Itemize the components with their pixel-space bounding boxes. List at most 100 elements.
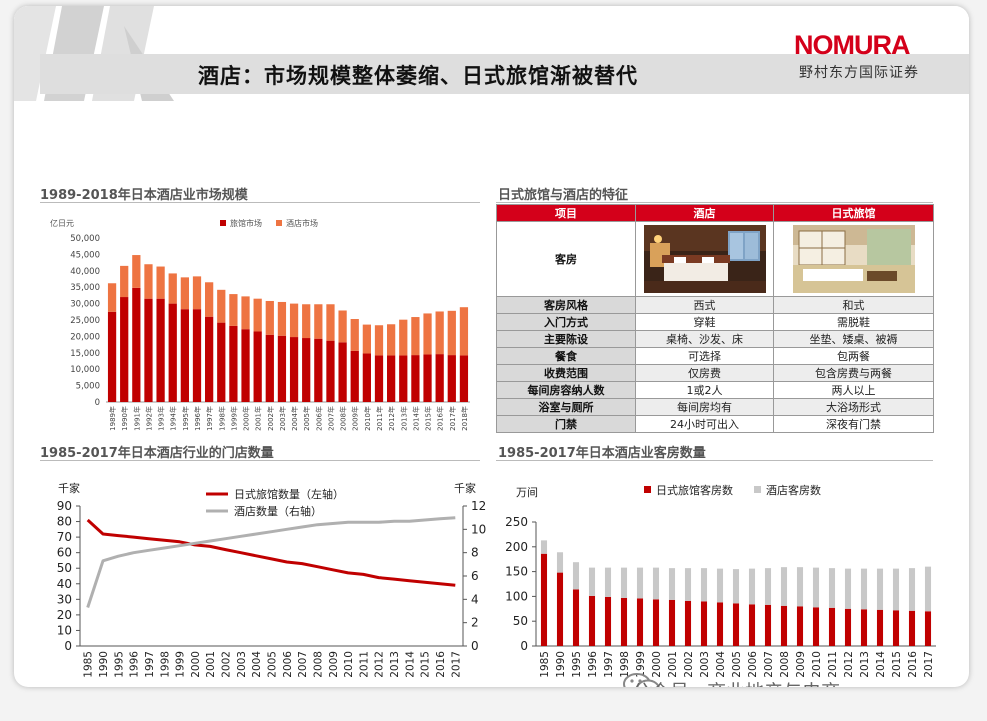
bar [447, 355, 456, 402]
bar [636, 598, 644, 646]
x-tick-label: 1992年 [144, 406, 153, 431]
bar [265, 334, 274, 402]
bar [556, 552, 564, 573]
bar [362, 353, 371, 402]
bar [217, 289, 226, 323]
legend-label: 酒店客房数 [766, 483, 821, 497]
bar [572, 589, 580, 646]
x-tick-label: 2006 [282, 651, 294, 678]
table-row-label: 浴室与厕所 [496, 398, 636, 416]
x-tick-label: 2007 [297, 651, 309, 678]
bar [588, 567, 596, 596]
table-row: 入门方式 穿鞋 需脱鞋 [496, 313, 934, 331]
right-tick-label: 2 [471, 616, 479, 630]
table-row: 主要陈设 桌椅、沙发、床 坐垫、矮桌、被褥 [496, 330, 934, 348]
x-tick-label: 1995 [113, 651, 125, 678]
bar [253, 331, 262, 402]
table-cell-hotel: 每间房均有 [635, 398, 774, 416]
bar [540, 553, 548, 646]
unit-label: 亿日元 [50, 218, 74, 228]
bar [192, 276, 202, 310]
table-cell-ryokan: 包含房费与两餐 [773, 364, 934, 382]
left-tick-label: 30 [57, 592, 72, 606]
legend-swatch [220, 220, 226, 226]
bar [120, 265, 129, 298]
bar [684, 600, 692, 646]
x-tick-label: 2007年 [326, 406, 335, 431]
table-header-ryokan: 日式旅馆 [773, 204, 934, 222]
x-tick-label: 2005 [267, 651, 279, 678]
bar [350, 319, 359, 351]
x-tick-label: 2014 [875, 651, 887, 678]
bar [876, 609, 884, 646]
bar [732, 603, 740, 646]
bar [780, 567, 788, 606]
bar [860, 568, 868, 610]
bar [860, 609, 868, 646]
bar [107, 311, 117, 402]
x-tick-label: 2005年 [302, 406, 311, 431]
bar [620, 597, 628, 646]
bar [326, 304, 335, 341]
bar [459, 307, 469, 356]
store-count-title: 1985-2017年日本酒店行业的门店数量 [40, 446, 274, 461]
table-row-label: 每间房容纳人数 [496, 381, 636, 399]
bar [241, 296, 250, 330]
bar [604, 596, 612, 646]
bar [908, 610, 916, 646]
bar [350, 350, 359, 402]
bar [423, 313, 432, 355]
bar [700, 568, 708, 602]
wechat-icon [623, 673, 660, 687]
y-tick-label: 30,000 [70, 300, 100, 310]
x-tick-label: 2014 [404, 651, 416, 678]
table-cell-ryokan: 大浴场形式 [773, 398, 934, 416]
bar [668, 568, 676, 600]
x-tick-label: 1997 [603, 651, 615, 678]
x-tick-label: 2016 [435, 651, 447, 678]
x-tick-label: 2011年 [375, 406, 384, 431]
bar [120, 297, 129, 402]
x-tick-label: 2008 [312, 651, 324, 678]
left-tick-label: 80 [57, 515, 72, 529]
x-tick-label: 1999年 [229, 406, 238, 431]
table-header-hotel: 酒店 [635, 204, 774, 222]
y-tick-label: 150 [505, 565, 528, 579]
x-tick-label: 2010年 [363, 406, 372, 431]
unit-label: 万间 [516, 486, 538, 499]
x-tick-label: 2003年 [278, 406, 287, 431]
bar [132, 255, 141, 288]
divider [40, 460, 480, 461]
room-count-chart: 万间 日式旅馆客房数 酒店客房数 0 50 100 150 200 250 1985 1990 199… [505, 483, 936, 678]
y-tick-label: 25,000 [70, 316, 100, 326]
x-tick-label: 2009年 [351, 406, 360, 431]
page-title: 酒店：市场规模整体萎缩、日式旅馆渐被替代 [198, 63, 638, 88]
x-tick-label: 1991年 [132, 406, 141, 431]
bar [556, 572, 564, 646]
x-tick-label: 2007 [763, 651, 775, 678]
bar [253, 298, 262, 332]
x-tick-label: 1990 [98, 651, 110, 678]
x-tick-label: 1998 [159, 651, 171, 678]
left-tick-label: 60 [57, 546, 72, 560]
bar [828, 607, 836, 646]
bar [812, 567, 820, 608]
bar [374, 325, 384, 356]
bar [192, 309, 202, 402]
right-tick-label: 10 [471, 522, 486, 536]
nomura-logo: NOMURA [794, 30, 910, 60]
table-cell-hotel: 1或2人 [635, 381, 774, 399]
bar [338, 342, 347, 402]
bar [668, 599, 676, 646]
legend-label: 酒店数量（右轴） [234, 504, 322, 518]
x-tick-label: 2006年 [314, 406, 323, 431]
x-tick-label: 2015年 [424, 406, 433, 431]
table-cell-hotel: 穿鞋 [635, 313, 774, 331]
x-tick-label: 2014年 [411, 406, 420, 431]
table-cell-hotel: 桌椅、沙发、床 [635, 330, 774, 348]
divider [496, 460, 933, 461]
bar [892, 610, 900, 646]
x-tick-label: 1985 [83, 651, 95, 678]
bar [241, 329, 250, 402]
y-tick-label: 0 [520, 639, 528, 653]
